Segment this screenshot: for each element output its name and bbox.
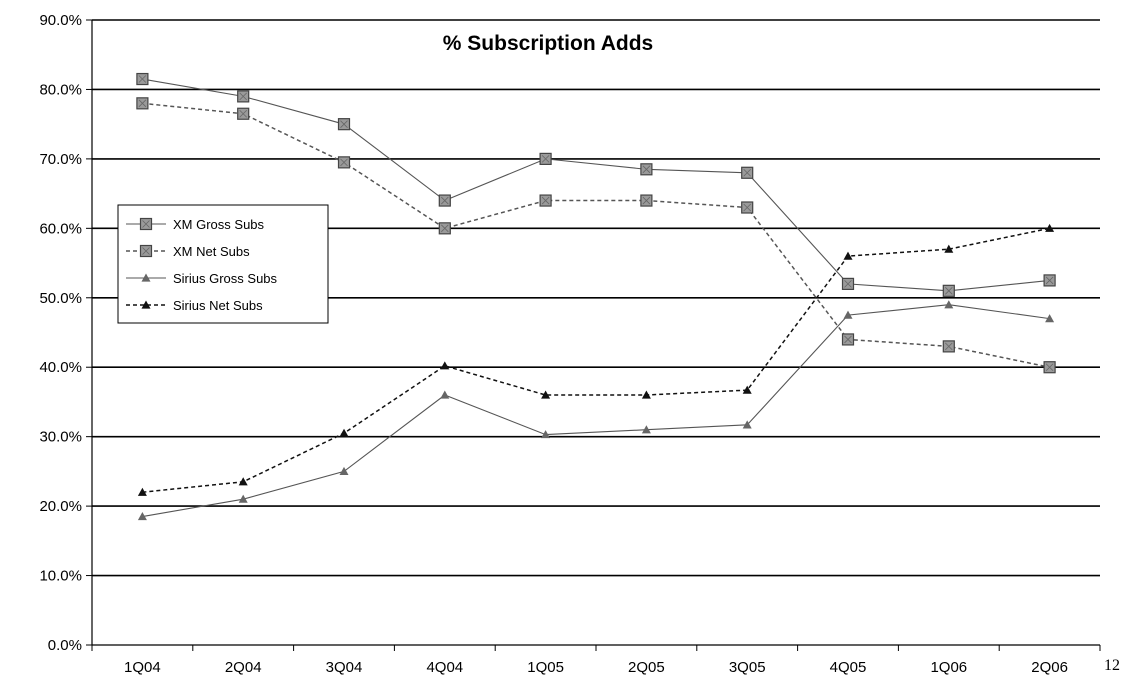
data-point — [944, 244, 954, 253]
y-tick-label: 30.0% — [39, 429, 82, 446]
series-xm-gross-subs — [136, 72, 1056, 297]
data-point — [440, 390, 450, 399]
data-point — [742, 385, 752, 394]
series-line — [142, 227, 1050, 493]
legend: XM Gross Subs XM Net Subs Sirius Gross Sub… — [117, 204, 329, 324]
data-point — [137, 512, 147, 521]
data-point-hatch — [1045, 276, 1054, 285]
y-tick-label: 40.0% — [39, 359, 82, 376]
data-point — [1045, 314, 1055, 323]
data-point — [641, 390, 651, 399]
data-point — [339, 466, 349, 475]
x-tick-label: 1Q05 — [527, 659, 564, 676]
data-point-hatch — [138, 75, 147, 83]
y-tick-label: 20.0% — [39, 498, 82, 515]
x-tick-label: 2Q04 — [225, 659, 262, 676]
legend-entry: Sirius Gross Subs — [173, 271, 278, 286]
x-tick-label: 4Q05 — [830, 659, 867, 676]
series-line — [142, 304, 1050, 518]
data-point-hatch — [138, 99, 147, 108]
chart-title: % Subscription Adds — [443, 32, 653, 55]
data-point — [843, 310, 853, 319]
legend-marker — [141, 273, 151, 282]
data-point-hatch — [340, 120, 348, 128]
data-point-hatch — [743, 168, 751, 177]
data-point-hatch — [945, 342, 953, 351]
data-point-hatch — [844, 335, 852, 344]
data-point — [339, 428, 349, 437]
series-sirius-gross-subs — [137, 300, 1055, 521]
data-point-hatch — [541, 196, 550, 205]
data-point-hatch — [642, 165, 651, 174]
legend-marker-hatch — [142, 247, 150, 255]
data-point — [742, 420, 752, 429]
data-point — [944, 300, 954, 309]
y-tick-label: 60.0% — [39, 220, 82, 237]
series-line — [142, 78, 1050, 292]
y-tick-label: 0.0% — [48, 637, 82, 654]
data-point-hatch — [441, 224, 449, 233]
data-point-hatch — [945, 287, 953, 295]
y-tick-label: 80.0% — [39, 81, 82, 98]
series-xm-net-subs — [136, 97, 1056, 374]
data-point — [440, 361, 450, 370]
x-tick-label: 1Q04 — [124, 659, 161, 676]
data-point — [1045, 223, 1055, 232]
data-point-hatch — [844, 280, 852, 288]
legend-entry: XM Gross Subs — [173, 217, 265, 232]
data-point-hatch — [239, 92, 247, 101]
y-tick-label: 70.0% — [39, 151, 82, 168]
y-axis-ticks: 0.0% 10.0% 20.0% 30.0% 40.0% 50.0% 60.0% 70.0% 8… — [39, 12, 92, 654]
series-lines — [136, 72, 1056, 521]
x-tick-label: 3Q05 — [729, 659, 766, 676]
data-point-hatch — [541, 155, 550, 163]
legend-box — [117, 204, 329, 324]
data-point — [238, 494, 248, 503]
x-tick-label: 2Q06 — [1031, 659, 1068, 676]
data-point — [238, 477, 248, 486]
data-point-hatch — [441, 196, 449, 205]
legend-entry: XM Net Subs — [173, 244, 250, 259]
legend-marker-hatch — [142, 220, 150, 228]
data-point — [137, 487, 147, 496]
series-line — [142, 102, 1050, 368]
x-tick-label: 1Q06 — [930, 659, 967, 676]
y-tick-label: 90.0% — [39, 12, 82, 29]
x-tick-label: 4Q04 — [426, 659, 463, 676]
x-axis-ticks: 1Q04 2Q04 3Q04 4Q04 1Q05 2Q05 3Q05 4Q05 1Q06 2Q06 — [91, 645, 1101, 676]
data-point — [541, 390, 551, 399]
x-tick-label: 3Q04 — [326, 659, 363, 676]
page-number: 12 — [1104, 657, 1120, 674]
legend-marker — [141, 300, 151, 309]
data-point-hatch — [743, 203, 751, 212]
data-point-hatch — [340, 158, 348, 167]
data-point-hatch — [642, 196, 651, 205]
data-point-hatch — [239, 109, 247, 118]
y-tick-label: 50.0% — [39, 290, 82, 307]
data-point — [843, 251, 853, 260]
data-point-hatch — [1045, 363, 1054, 372]
y-tick-label: 10.0% — [39, 568, 82, 585]
series-sirius-net-subs — [137, 223, 1055, 496]
x-tick-label: 2Q05 — [628, 659, 665, 676]
data-point — [641, 425, 651, 434]
legend-entry: Sirius Net Subs — [173, 298, 263, 313]
data-point — [541, 430, 551, 439]
